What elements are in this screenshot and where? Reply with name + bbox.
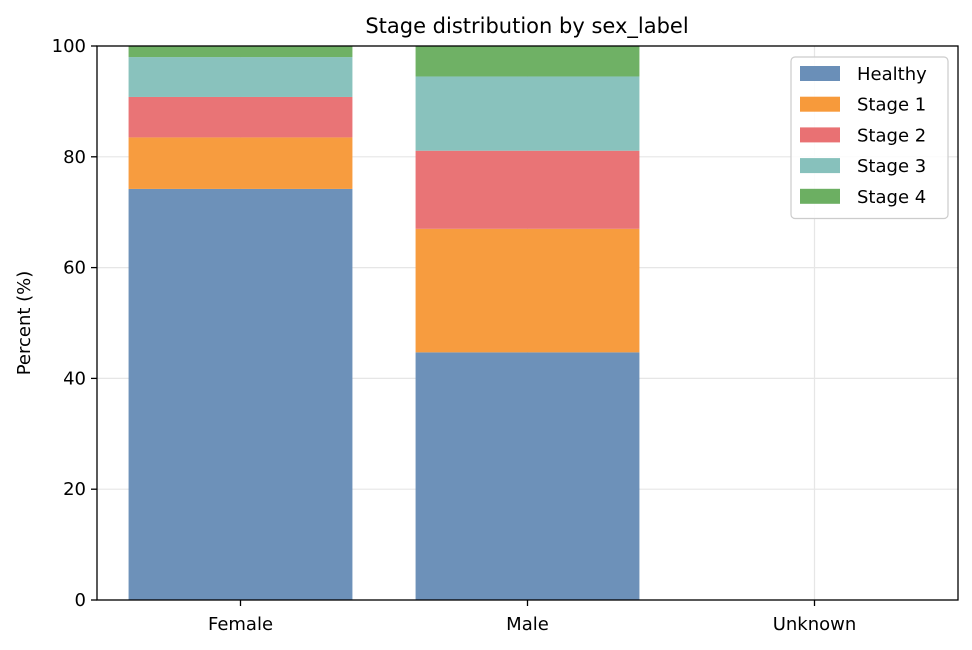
legend-swatch	[800, 96, 840, 112]
y-tick-label: 80	[63, 147, 86, 168]
bar-segment-stage-2-female	[128, 96, 353, 138]
x-tick-label: Female	[208, 614, 273, 635]
legend: Healthy Stage 1 Stage 2 Stage 3 Stage 4	[790, 56, 949, 220]
legend-swatch	[800, 158, 840, 174]
legend-swatch	[800, 188, 840, 204]
bar-segment-stage-3-male	[415, 76, 640, 151]
legend-swatch	[800, 66, 840, 81]
legend-label: Stage 2	[857, 125, 926, 146]
chart-title: Stage distribution by sex_label	[365, 14, 688, 39]
y-axis-label: Percent (%)	[14, 271, 35, 376]
legend-label: Stage 3	[857, 156, 926, 177]
x-tick-label: Male	[506, 614, 549, 635]
y-tick-label: 40	[63, 368, 86, 389]
y-tick-label: 100	[52, 36, 86, 57]
bar-segment-healthy-female	[128, 188, 353, 600]
x-tick-label: Unknown	[773, 614, 857, 635]
legend-label: Stage 1	[857, 95, 926, 116]
axes: 0 20 40 60 80 100 Female Male Unknown	[52, 36, 959, 635]
y-tick-label: 0	[75, 590, 86, 611]
bars	[128, 46, 640, 600]
bar-segment-stage-1-male	[415, 228, 640, 353]
bar-segment-stage-4-female	[128, 46, 353, 58]
y-tick-label: 60	[63, 258, 86, 279]
y-tick-label: 20	[63, 479, 86, 500]
legend-label: Healthy	[857, 64, 927, 85]
bar-segment-stage-2-male	[415, 150, 640, 229]
legend-swatch	[800, 127, 840, 143]
bar-segment-stage-3-female	[128, 57, 353, 97]
legend-label: Stage 4	[857, 187, 926, 208]
bar-segment-stage-4-male	[415, 46, 640, 77]
bar-segment-stage-1-female	[128, 137, 353, 189]
bar-segment-healthy-male	[415, 352, 640, 600]
